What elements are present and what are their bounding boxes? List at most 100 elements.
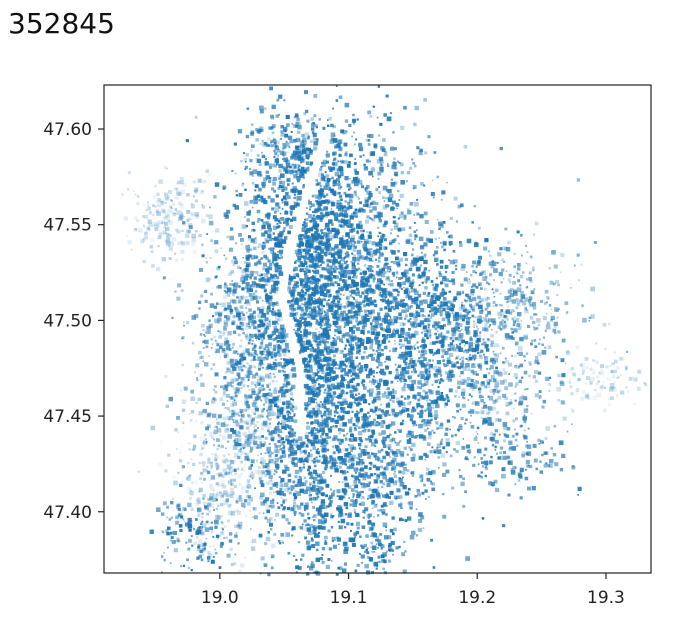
scatter-point — [246, 248, 250, 253]
scatter-point — [380, 163, 383, 166]
scatter-point — [318, 486, 323, 491]
scatter-point — [264, 237, 268, 242]
scatter-point — [298, 338, 303, 343]
scatter-point — [480, 471, 483, 474]
scatter-point — [397, 189, 400, 193]
scatter-point — [293, 273, 296, 276]
scatter-point — [293, 266, 298, 272]
scatter-point — [240, 364, 244, 368]
scatter-point — [318, 189, 320, 192]
scatter-point — [274, 265, 278, 269]
scatter-point — [279, 480, 283, 484]
scatter-point — [263, 289, 267, 293]
scatter-point — [293, 204, 297, 208]
scatter-point — [318, 473, 322, 477]
scatter-point — [237, 373, 240, 376]
scatter-point — [214, 390, 218, 394]
scatter-point — [277, 250, 280, 253]
scatter-point — [241, 377, 244, 380]
scatter-point — [355, 268, 359, 272]
scatter-point — [349, 379, 354, 383]
scatter-point — [312, 336, 315, 339]
scatter-point — [460, 203, 464, 208]
scatter-point — [423, 242, 428, 247]
scatter-point — [383, 379, 386, 382]
scatter-point — [260, 483, 265, 488]
scatter-point — [326, 300, 328, 302]
scatter-point — [361, 233, 364, 237]
scatter-point — [202, 409, 204, 412]
scatter-point — [241, 268, 247, 274]
scatter-point — [220, 247, 222, 250]
scatter-point — [271, 261, 274, 264]
scatter-point — [320, 239, 322, 241]
scatter-point — [405, 180, 408, 183]
scatter-point — [294, 311, 299, 316]
scatter-point — [418, 151, 423, 156]
scatter-point — [280, 408, 283, 412]
scatter-point — [168, 396, 173, 402]
scatter-point — [267, 573, 271, 577]
scatter-point — [255, 446, 258, 449]
scatter-point — [352, 261, 355, 264]
scatter-point — [225, 257, 228, 260]
scatter-point — [266, 481, 269, 485]
scatter-point — [334, 343, 337, 346]
scatter-point — [389, 398, 392, 402]
scatter-point — [262, 362, 265, 366]
scatter-point — [392, 162, 397, 167]
scatter-point — [352, 359, 355, 362]
scatter-point — [326, 150, 329, 153]
scatter-point — [273, 363, 278, 368]
scatter-point — [379, 252, 384, 257]
scatter-point — [371, 270, 374, 273]
scatter-point — [315, 557, 320, 562]
scatter-point — [336, 178, 340, 182]
scatter-point — [385, 276, 390, 281]
scatter-point — [292, 405, 298, 411]
scatter-point — [277, 267, 282, 272]
scatter-point — [340, 360, 345, 366]
scatter-point — [346, 241, 351, 245]
scatter-point — [272, 207, 275, 210]
scatter-point — [364, 471, 368, 476]
scatter-point — [343, 400, 348, 405]
scatter-point — [340, 303, 343, 306]
scatter-point — [339, 194, 343, 198]
scatter-point — [324, 389, 327, 391]
scatter-point — [396, 371, 399, 375]
scatter-point — [250, 396, 253, 399]
scatter-point — [375, 187, 379, 191]
scatter-point — [314, 230, 317, 233]
scatter-point — [291, 448, 294, 451]
scatter-point — [542, 399, 547, 404]
scatter-point — [320, 340, 323, 343]
scatter-point — [324, 179, 327, 182]
scatter-point — [415, 325, 418, 328]
scatter-point — [369, 115, 373, 118]
scatter-point — [342, 434, 345, 437]
scatter-point — [419, 395, 423, 399]
scatter-point — [328, 428, 333, 433]
scatter-point — [301, 321, 304, 324]
scatter-point — [137, 470, 140, 473]
scatter-point — [420, 387, 423, 389]
scatter-point — [368, 392, 373, 397]
scatter-point — [370, 353, 374, 357]
scatter-point — [258, 477, 262, 481]
scatter-point — [381, 411, 385, 415]
scatter-point — [287, 230, 291, 235]
scatter-point — [197, 300, 202, 304]
scatter-point — [322, 317, 325, 320]
scatter-point — [363, 364, 369, 369]
scatter-point — [212, 363, 216, 366]
scatter-point — [272, 412, 276, 416]
scatter-point — [360, 449, 365, 454]
scatter-point — [397, 412, 400, 415]
scatter-point — [258, 346, 262, 350]
scatter-point — [278, 410, 281, 413]
scatter-point — [354, 275, 358, 279]
scatter-point — [486, 296, 489, 299]
scatter-point — [337, 300, 341, 304]
scatter-point — [356, 461, 361, 466]
